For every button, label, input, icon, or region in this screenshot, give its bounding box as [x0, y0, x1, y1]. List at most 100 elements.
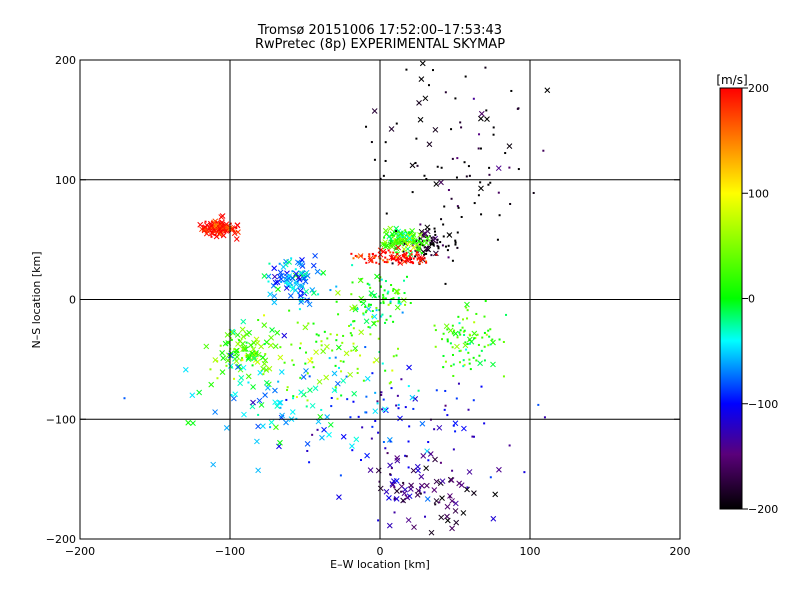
data-point-x	[220, 355, 227, 362]
data-point	[291, 270, 294, 273]
data-point	[404, 303, 407, 306]
data-point	[123, 397, 126, 400]
data-point-x	[394, 488, 400, 495]
data-point	[433, 227, 436, 230]
data-point	[396, 253, 399, 256]
data-point-x	[211, 228, 218, 235]
data-point	[308, 461, 311, 464]
data-point	[386, 258, 389, 261]
data-point	[442, 366, 445, 369]
data-point	[402, 254, 405, 257]
data-point	[404, 253, 407, 256]
data-point	[478, 133, 481, 136]
data-point	[294, 268, 297, 271]
x-tick-label: 0	[377, 545, 384, 558]
data-point	[437, 247, 440, 250]
data-point-x	[439, 495, 445, 501]
data-point	[435, 253, 438, 256]
data-point	[479, 147, 482, 150]
data-point	[335, 285, 338, 288]
data-point-x	[409, 394, 416, 401]
data-point-x	[436, 424, 443, 431]
data-point	[516, 107, 519, 110]
data-point-x	[272, 399, 278, 406]
data-point-x	[388, 236, 394, 242]
data-point-x	[405, 241, 411, 248]
data-point	[465, 175, 468, 178]
data-point	[320, 408, 323, 411]
data-point	[233, 348, 236, 351]
data-point-x	[219, 350, 226, 356]
data-point-x	[438, 179, 444, 186]
data-point	[371, 372, 374, 375]
data-point	[427, 441, 430, 444]
data-point	[415, 239, 418, 242]
data-point	[416, 164, 419, 167]
data-point	[369, 286, 372, 289]
data-point-x	[414, 492, 421, 498]
data-point-x	[203, 343, 210, 350]
data-point	[433, 324, 436, 327]
data-point	[370, 141, 373, 144]
data-point	[384, 141, 387, 144]
data-point-x	[433, 478, 440, 485]
data-point	[378, 295, 381, 298]
data-point-x	[424, 235, 431, 242]
data-point-x	[388, 254, 395, 261]
data-point	[238, 339, 241, 342]
data-point-x	[223, 425, 230, 431]
data-point	[483, 331, 486, 334]
data-point-x	[274, 329, 281, 336]
data-point	[218, 224, 221, 227]
data-point	[509, 202, 512, 205]
data-point-x	[320, 348, 327, 355]
data-point	[457, 382, 460, 385]
data-point	[245, 341, 248, 344]
data-point	[483, 359, 486, 362]
data-point	[362, 379, 365, 382]
data-point	[379, 302, 382, 305]
data-point	[315, 340, 318, 343]
data-point-x	[383, 488, 390, 495]
grid-lines	[80, 60, 680, 539]
data-point	[423, 246, 426, 249]
data-point-x	[262, 392, 268, 398]
data-point	[334, 364, 337, 367]
data-point-x	[353, 436, 360, 443]
data-point-x	[315, 418, 322, 425]
data-point-x	[278, 369, 285, 375]
data-point	[400, 378, 403, 381]
data-point	[390, 387, 393, 390]
data-point	[412, 262, 415, 265]
data-point-x	[269, 327, 275, 333]
data-point	[397, 403, 400, 406]
data-point	[392, 320, 395, 323]
data-point-x	[467, 336, 473, 343]
data-point-x	[456, 480, 463, 487]
data-point	[369, 326, 372, 329]
data-point-x	[490, 339, 496, 346]
data-point-x	[250, 399, 256, 406]
data-point	[364, 311, 367, 314]
data-point	[405, 256, 408, 259]
data-point-x	[250, 351, 257, 357]
data-point-x	[452, 508, 459, 514]
data-point	[467, 351, 470, 354]
data-point	[461, 318, 464, 321]
data-point-x	[263, 367, 270, 373]
data-point	[377, 519, 380, 522]
x-tick-label: −200	[65, 545, 95, 558]
data-point	[465, 348, 468, 351]
data-point	[334, 356, 337, 359]
data-point	[340, 370, 343, 373]
data-point-x	[238, 374, 245, 381]
data-point	[378, 351, 381, 354]
data-point-x	[250, 384, 256, 390]
data-point	[291, 286, 294, 289]
data-point	[392, 289, 395, 292]
data-point	[356, 367, 359, 370]
data-point	[382, 440, 385, 443]
data-point	[328, 357, 331, 360]
data-point	[315, 333, 318, 336]
data-point-x	[418, 473, 425, 480]
